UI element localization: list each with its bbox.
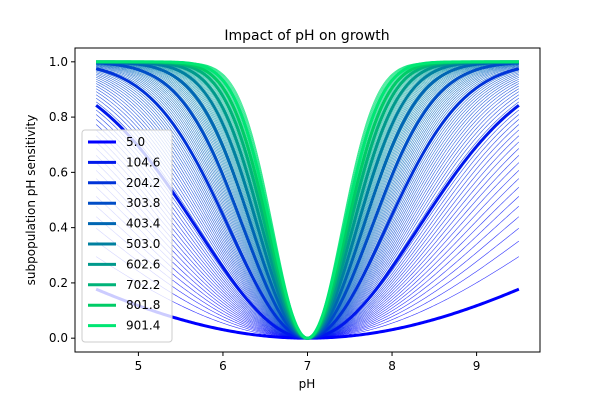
y-tick-label: 0.2 (49, 276, 68, 290)
plot-area (95, 60, 520, 340)
x-tick-label: 5 (135, 359, 143, 373)
y-axis-ticks: 0.0 0.2 0.4 0.6 0.8 1.0 (49, 55, 75, 345)
legend-label: 503.0 (126, 237, 160, 251)
series-line-9 (96, 60, 519, 340)
y-tick-label: 0.0 (49, 331, 68, 345)
x-tick-label: 6 (219, 359, 227, 373)
legend-label: 901.4 (126, 319, 160, 333)
legend-label: 303.8 (126, 196, 160, 210)
legend-label: 801.8 (126, 298, 160, 312)
legend-label: 204.2 (126, 176, 160, 190)
x-axis-ticks: 5 6 7 8 9 (135, 352, 481, 373)
x-tick-label: 7 (304, 359, 312, 373)
legend-label: 403.4 (126, 217, 160, 231)
y-tick-label: 0.6 (49, 165, 68, 179)
legend: 5.0 104.6 204.2 303.8 403.4 503.0 602.6 702.2 80… (81, 129, 173, 343)
legend-label: 5.0 (126, 135, 145, 149)
legend-label: 602.6 (126, 257, 160, 271)
legend-label: 104.6 (126, 155, 160, 169)
y-tick-label: 1.0 (49, 55, 68, 69)
legend-label: 702.2 (126, 278, 160, 292)
series-lines (95, 60, 520, 340)
y-tick-label: 0.4 (49, 221, 68, 235)
chart-title: Impact of pH on growth (224, 28, 389, 44)
x-tick-label: 8 (388, 359, 396, 373)
y-axis-title: subpopulation pH sensitivity (24, 115, 38, 286)
x-tick-label: 9 (473, 359, 481, 373)
y-tick-label: 0.8 (49, 110, 68, 124)
x-axis-title: pH (299, 377, 316, 391)
